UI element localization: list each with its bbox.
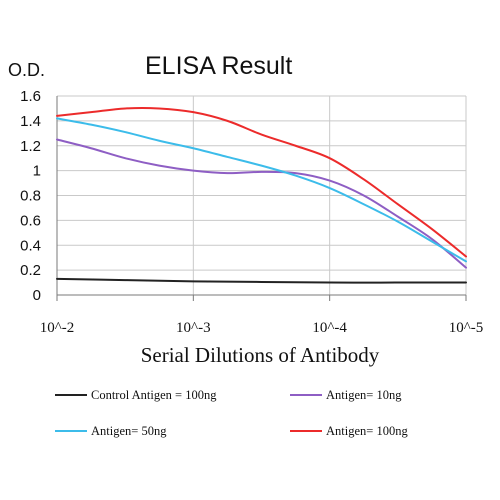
- y-tick-label: 0.8: [20, 188, 41, 205]
- series-line-1: [56, 138, 467, 269]
- legend: Control Antigen = 100ng Antigen= 10ng Anti…: [55, 388, 408, 438]
- legend-label: Antigen= 10ng: [326, 388, 402, 402]
- axes: [56, 95, 467, 301]
- x-tick-label: 10^-4: [312, 320, 347, 336]
- x-tick-label: 10^-5: [449, 320, 484, 336]
- y-tick-label: 0.4: [20, 237, 41, 254]
- y-tick-label: 1.6: [20, 88, 41, 105]
- x-tick-label: 10^-3: [176, 320, 211, 336]
- y-tick-label: 1.4: [20, 113, 41, 130]
- y-tick-label: 1: [33, 163, 41, 180]
- y-axis-label: O.D.: [8, 60, 45, 80]
- y-tick-label: 0: [33, 287, 41, 304]
- y-tick-label: 0.2: [20, 262, 41, 279]
- legend-label: Control Antigen = 100ng: [91, 388, 217, 402]
- x-tick-labels: 10^-2 10^-3 10^-4 10^-5: [40, 320, 484, 336]
- x-axis-label: Serial Dilutions of Antibody: [141, 343, 380, 367]
- data-series: [56, 106, 467, 284]
- series-line-0: [56, 277, 467, 284]
- y-tick-label: 1.2: [20, 138, 41, 155]
- y-tick-labels: 0 0.2 0.4 0.6 0.8 1 1.2 1.4 1.6: [20, 88, 41, 304]
- y-tick-label: 0.6: [20, 212, 41, 229]
- gridlines: [56, 95, 467, 295]
- chart-title: ELISA Result: [145, 52, 292, 80]
- x-tick-label: 10^-2: [40, 320, 75, 336]
- series-line-2: [56, 117, 467, 263]
- legend-label: Antigen= 50ng: [91, 424, 167, 438]
- series-line-3: [56, 106, 467, 258]
- legend-label: Antigen= 100ng: [326, 424, 408, 438]
